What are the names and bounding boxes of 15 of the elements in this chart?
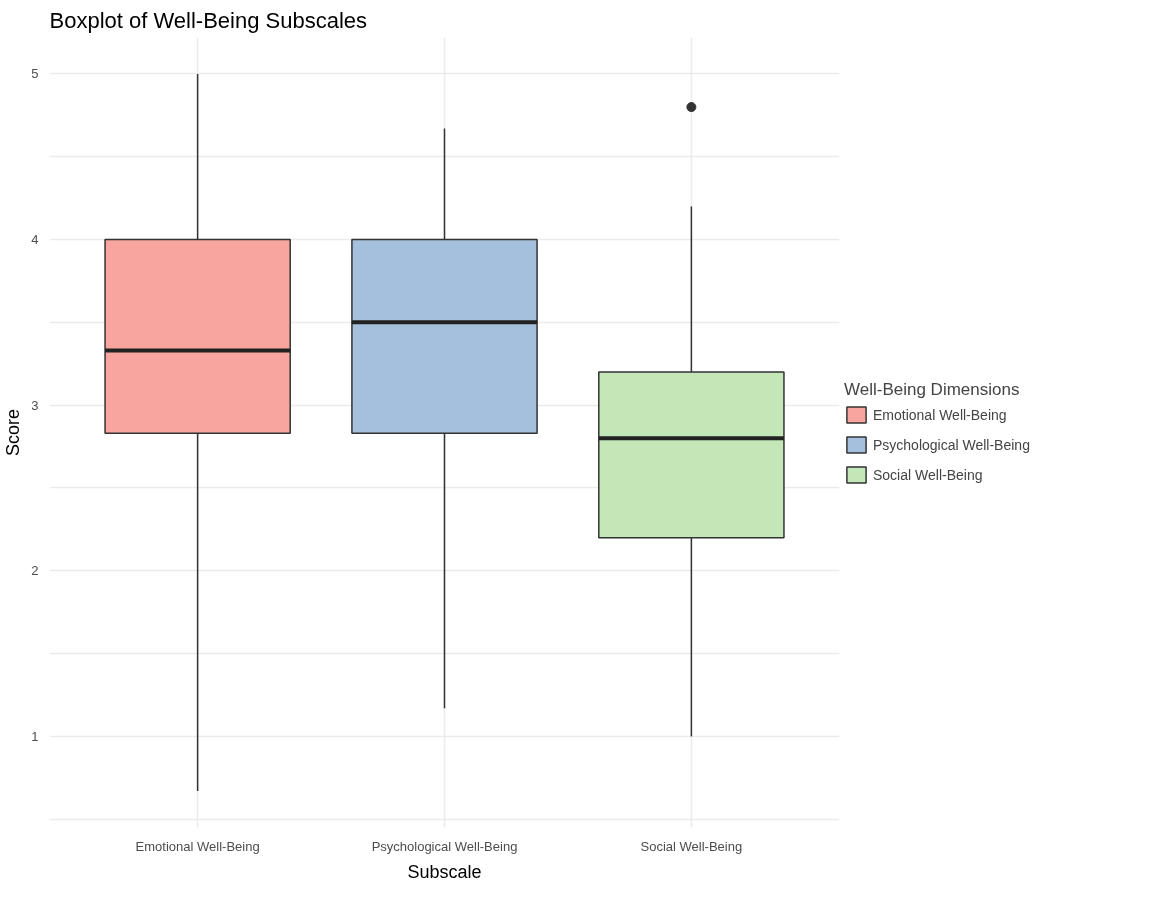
- y-tick-label: 4: [31, 232, 39, 248]
- y-tick-label: 1: [31, 728, 39, 744]
- x-tick-label: Emotional Well-Being: [135, 838, 260, 854]
- legend-label: Social Well-Being: [873, 466, 983, 483]
- legend-label: Psychological Well-Being: [873, 436, 1030, 453]
- legend-title: Well-Being Dimensions: [844, 379, 1021, 400]
- x-tick-label: Social Well-Being: [640, 838, 743, 854]
- y-axis-title: Score: [3, 408, 24, 457]
- y-tick-label: 2: [31, 563, 39, 579]
- y-tick-label: 5: [31, 66, 39, 82]
- y-tick-label: 3: [31, 397, 39, 413]
- x-axis-title: Subscale: [407, 861, 482, 882]
- chart-title: Boxplot of Well-Being Subscales: [49, 7, 368, 33]
- legend-label: Emotional Well-Being: [873, 406, 1007, 423]
- x-tick-label: Psychological Well-Being: [371, 838, 518, 854]
